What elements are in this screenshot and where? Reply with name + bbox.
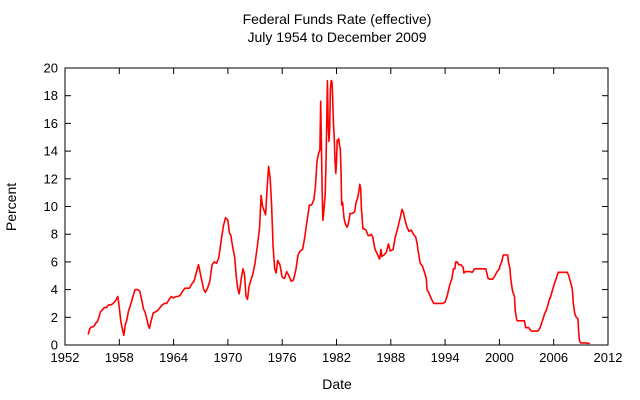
x-tick-label: 1988 xyxy=(376,350,405,365)
y-tick-label: 4 xyxy=(51,282,58,297)
x-tick-label: 1970 xyxy=(213,350,242,365)
x-tick-label: 1964 xyxy=(159,350,188,365)
x-tick-label: 1952 xyxy=(51,350,80,365)
y-tick-label: 18 xyxy=(44,88,58,103)
y-tick-label: 10 xyxy=(44,199,58,214)
x-tick-label: 1958 xyxy=(105,350,134,365)
chart-title: Federal Funds Rate (effective) xyxy=(243,11,432,27)
y-axis-label: Percent xyxy=(3,183,19,231)
y-tick-label: 16 xyxy=(44,116,58,131)
chart-subtitle: July 1954 to December 2009 xyxy=(248,29,427,45)
y-tick-label: 14 xyxy=(44,144,58,159)
y-tick-label: 12 xyxy=(44,171,58,186)
y-tick-label: 0 xyxy=(51,338,58,353)
x-tick-label: 1976 xyxy=(268,350,297,365)
x-tick-label: 2006 xyxy=(539,350,568,365)
x-tick-label: 1994 xyxy=(431,350,460,365)
y-tick-label: 8 xyxy=(51,227,58,242)
y-tick-label: 6 xyxy=(51,254,58,269)
plot-area: 1952 1958 1964 1970 1976 1982 1988 1994 2000 2006… xyxy=(44,61,623,366)
fed-funds-rate-line xyxy=(87,79,591,345)
x-tick-label: 2000 xyxy=(485,350,514,365)
y-tick-label: 2 xyxy=(51,310,58,325)
plot-frame xyxy=(64,67,609,346)
x-tick-label: 2012 xyxy=(594,350,623,365)
x-tick-label: 1982 xyxy=(322,350,351,365)
y-tick-label: 20 xyxy=(44,61,58,76)
x-axis-label: Date xyxy=(322,376,352,392)
